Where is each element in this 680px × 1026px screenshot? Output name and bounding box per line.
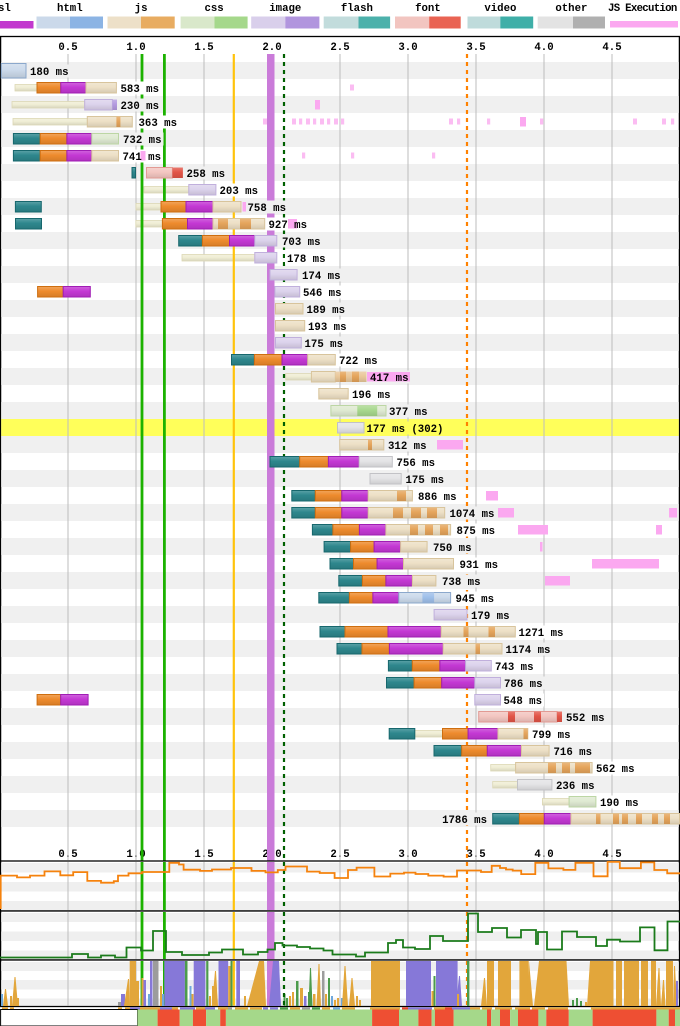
svg-text:190 ms: 190 ms	[600, 798, 638, 810]
svg-text:179 ms: 179 ms	[471, 611, 509, 623]
svg-text:180 ms: 180 ms	[30, 67, 68, 79]
svg-text:0.5: 0.5	[58, 42, 77, 54]
svg-text:886 ms: 886 ms	[418, 492, 456, 504]
svg-text:758 ms: 758 ms	[248, 203, 286, 215]
svg-text:312 ms: 312 ms	[388, 441, 426, 453]
svg-text:743 ms: 743 ms	[495, 662, 533, 674]
svg-text:548 ms: 548 ms	[504, 696, 542, 708]
svg-text:sl: sl	[0, 3, 11, 15]
svg-text:1.0: 1.0	[126, 42, 145, 54]
svg-text:189 ms: 189 ms	[307, 305, 345, 317]
svg-text:4.5: 4.5	[602, 42, 621, 54]
svg-text:175 ms: 175 ms	[406, 475, 444, 487]
svg-text:1074 ms: 1074 ms	[450, 509, 495, 521]
svg-text:927 ms: 927 ms	[269, 220, 307, 232]
svg-text:other: other	[555, 3, 587, 15]
svg-text:1271 ms: 1271 ms	[519, 628, 564, 640]
svg-text:3.0: 3.0	[398, 42, 417, 54]
svg-text:738 ms: 738 ms	[442, 577, 480, 589]
svg-text:741 ms: 741 ms	[123, 152, 161, 164]
svg-text:175 ms: 175 ms	[305, 339, 343, 351]
svg-text:716 ms: 716 ms	[554, 747, 592, 759]
svg-text:html: html	[57, 3, 83, 15]
svg-text:722 ms: 722 ms	[339, 356, 377, 368]
svg-text:203 ms: 203 ms	[220, 186, 258, 198]
svg-text:flash: flash	[341, 3, 373, 15]
svg-text:174 ms: 174 ms	[302, 271, 340, 283]
svg-text:583 ms: 583 ms	[121, 84, 159, 96]
svg-text:1174 ms: 1174 ms	[506, 645, 551, 657]
svg-text:756 ms: 756 ms	[397, 458, 435, 470]
svg-text:799 ms: 799 ms	[532, 730, 570, 742]
svg-text:css: css	[204, 3, 223, 15]
svg-text:230 ms: 230 ms	[121, 101, 159, 113]
svg-text:552 ms: 552 ms	[566, 713, 604, 725]
svg-text:image: image	[269, 3, 301, 15]
svg-text:732 ms: 732 ms	[123, 135, 161, 147]
svg-text:546 ms: 546 ms	[303, 288, 341, 300]
svg-text:417 ms: 417 ms	[370, 373, 408, 385]
svg-text:196 ms: 196 ms	[352, 390, 390, 402]
svg-text:177 ms (302): 177 ms (302)	[367, 424, 444, 436]
svg-text:js: js	[135, 3, 148, 15]
svg-text:945 ms: 945 ms	[456, 594, 494, 606]
svg-text:1786 ms: 1786 ms	[442, 815, 487, 827]
svg-text:377 ms: 377 ms	[389, 407, 427, 419]
svg-text:178 ms: 178 ms	[287, 254, 325, 266]
svg-text:750 ms: 750 ms	[433, 543, 471, 555]
svg-text:258 ms: 258 ms	[187, 169, 225, 181]
svg-text:703 ms: 703 ms	[282, 237, 320, 249]
svg-text:2.0: 2.0	[262, 42, 281, 54]
svg-text:2.5: 2.5	[330, 42, 349, 54]
svg-text:193 ms: 193 ms	[308, 322, 346, 334]
svg-text:4.0: 4.0	[534, 42, 553, 54]
svg-text:video: video	[484, 3, 516, 15]
svg-text:931 ms: 931 ms	[460, 560, 498, 572]
svg-text:236 ms: 236 ms	[556, 781, 594, 793]
svg-text:562 ms: 562 ms	[596, 764, 634, 776]
svg-text:font: font	[415, 3, 441, 15]
svg-text:1.5: 1.5	[194, 42, 213, 54]
svg-text:3.5: 3.5	[466, 42, 485, 54]
svg-text:786 ms: 786 ms	[504, 679, 542, 691]
svg-text:363 ms: 363 ms	[139, 118, 177, 130]
svg-text:875 ms: 875 ms	[457, 526, 495, 538]
svg-text:JS Execution: JS Execution	[608, 3, 677, 15]
